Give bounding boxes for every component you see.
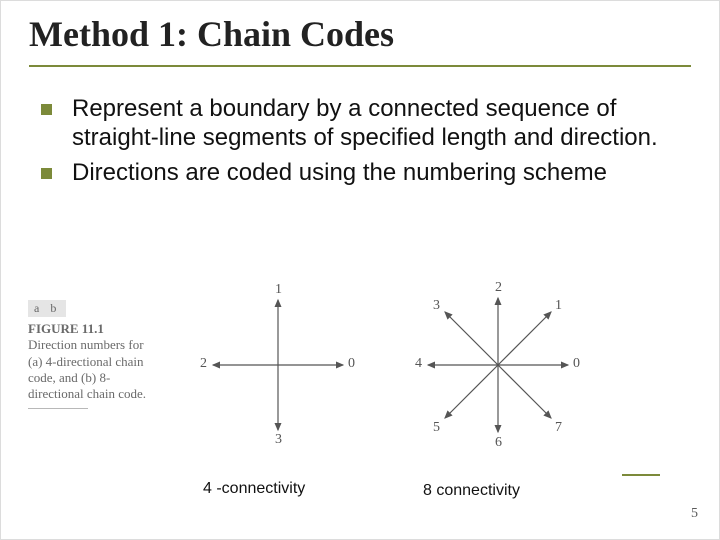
four-arrows-svg [198,280,358,450]
dir-label-1: 1 [555,298,562,314]
list-item: Directions are coded using the numbering… [41,159,691,188]
bullet-text: Directions are coded using the numbering… [72,159,607,188]
figure-ab-tab: a b [28,300,66,317]
bullet-text: Represent a boundary by a connected sequ… [72,95,691,153]
four-connectivity-label: 4 -connectivity [203,480,305,498]
bullet-list: Represent a boundary by a connected sequ… [41,95,691,187]
accent-rule [622,474,660,476]
caption-rule [28,408,88,409]
eight-arrows-svg [403,280,593,455]
slide-title: Method 1: Chain Codes [29,9,691,67]
eight-connectivity-diagram: 0 1 2 3 4 5 6 7 [403,280,593,455]
dir-label-2: 2 [200,356,207,372]
dir-label-7: 7 [555,420,562,436]
dir-label-3: 3 [275,432,282,448]
four-connectivity-diagram: 0 1 2 3 [198,280,358,450]
dir-label-1: 1 [275,282,282,298]
figure-caption-text: Direction numbers for (a) 4-directional … [28,337,146,401]
figure-caption: a b FIGURE 11.1 Direction numbers for (a… [28,300,148,409]
dir-label-6: 6 [495,435,502,451]
eight-connectivity-label: 8 connectivity [423,482,520,500]
square-bullet-icon [41,168,52,179]
square-bullet-icon [41,104,52,115]
dir-label-0: 0 [573,356,580,372]
list-item: Represent a boundary by a connected sequ… [41,95,691,153]
dir-label-0: 0 [348,356,355,372]
dir-label-2: 2 [495,280,502,296]
figure-number: FIGURE 11.1 [28,321,104,336]
figure-area: a b FIGURE 11.1 Direction numbers for (a… [28,300,692,500]
page-number: 5 [691,506,698,522]
dir-label-3: 3 [433,298,440,314]
dir-label-4: 4 [415,356,422,372]
dir-label-5: 5 [433,420,440,436]
